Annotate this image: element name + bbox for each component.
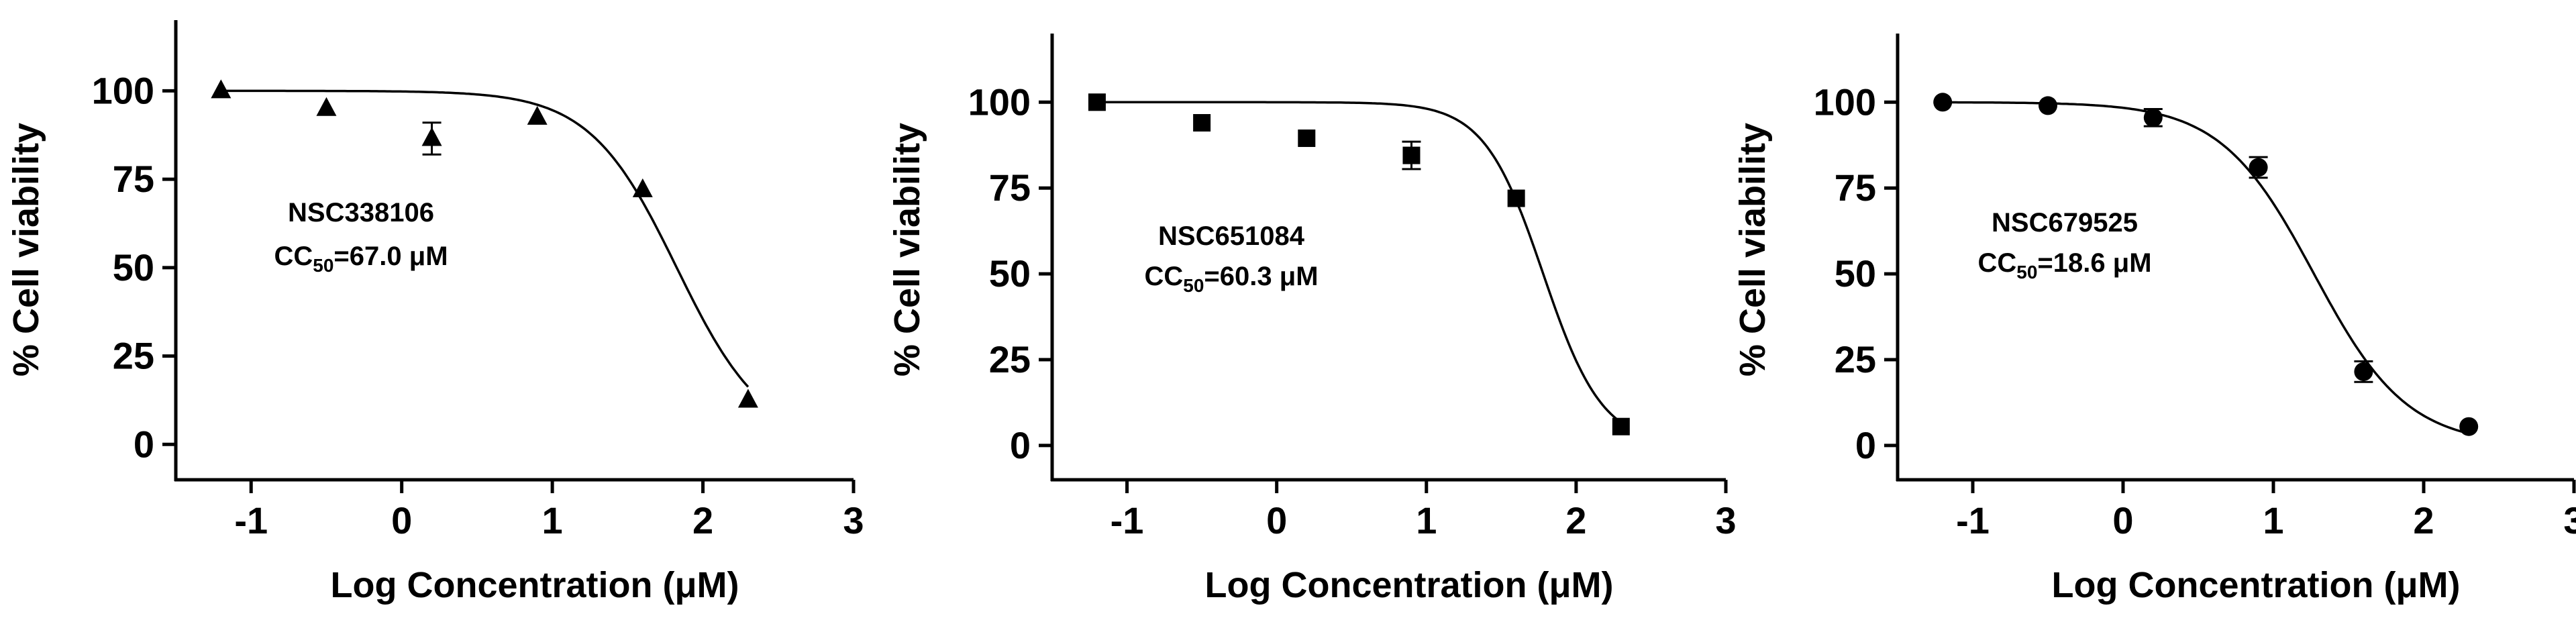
x-tick-label: 0 (391, 499, 412, 542)
data-point-circle (1933, 93, 1953, 112)
y-axis-title: % Cell viability (6, 123, 46, 376)
dose-response-chart-1: 0 25 50 75 100 -1 0 1 2 3 Log Concentration (μM) % … (6, 20, 864, 605)
data-point-square (1612, 417, 1630, 435)
y-tick-label: 25 (989, 338, 1031, 380)
compound-label: NSC651084 (1158, 221, 1305, 251)
x-axis-title: Log Concentration (μM) (2052, 565, 2461, 605)
data-point-triangle (737, 389, 758, 408)
y-tick-label: 25 (1835, 338, 1876, 380)
x-tick-label: 3 (843, 499, 864, 542)
data-point-square (1507, 189, 1525, 207)
y-tick-label: 0 (1010, 424, 1031, 466)
chart-panel-3: 0 25 50 75 100 -1 0 1 2 3 Log Concentration (μM) % … (1724, 0, 2576, 618)
y-tick-label: 50 (989, 252, 1031, 295)
data-point-square (1298, 130, 1316, 148)
x-axis-title: Log Concentration (μM) (331, 565, 739, 605)
cc50-label: CC50=60.3 μM (1144, 262, 1318, 296)
cc50-label: CC50=67.0 μM (274, 242, 448, 276)
y-tick-label: 0 (134, 423, 154, 465)
data-point-circle (2459, 417, 2479, 436)
y-tick-label: 50 (1835, 252, 1876, 295)
x-tick-label: 2 (1565, 499, 1586, 542)
compound-label: NSC338106 (288, 198, 434, 227)
data-point-square (1088, 93, 1106, 111)
data-point-triangle (421, 127, 442, 146)
x-tick-label: 0 (1266, 499, 1287, 542)
x-tick-label: -1 (1956, 499, 1990, 542)
y-tick-label: 25 (113, 335, 154, 377)
compound-label: NSC679525 (1992, 208, 2138, 238)
data-point-circle (2039, 96, 2057, 115)
x-tick-label: 3 (2563, 499, 2576, 542)
fitted-curve (1943, 101, 2469, 435)
y-tick-label: 50 (113, 246, 154, 289)
data-point-circle (2143, 108, 2163, 127)
x-tick-label: 1 (1416, 499, 1437, 542)
y-tick-label: 75 (113, 158, 154, 200)
y-tick-label: 0 (1855, 424, 1876, 466)
y-tick-label: 75 (989, 166, 1031, 209)
chart-panel-2: 0 25 50 75 100 -1 0 1 2 3 Log Concentration (μM) % … (879, 0, 1745, 618)
x-tick-label: -1 (234, 499, 268, 542)
data-point-triangle (211, 79, 231, 99)
y-tick-label: 75 (1835, 166, 1876, 209)
fitted-curve (221, 89, 750, 388)
dose-response-chart-3: 0 25 50 75 100 -1 0 1 2 3 Log Concentration (μM) % … (1733, 34, 2576, 605)
y-axis-title: % Cell viability (887, 123, 927, 376)
y-tick-label: 100 (968, 81, 1031, 123)
x-axis-title: Log Concentration (μM) (1205, 565, 1614, 605)
x-tick-label: 1 (542, 499, 563, 542)
y-axis-title: % Cell viability (1733, 123, 1773, 376)
x-tick-label: -1 (1111, 499, 1144, 542)
x-tick-label: 0 (2112, 499, 2133, 542)
dose-response-chart-2: 0 25 50 75 100 -1 0 1 2 3 Log Concentration (μM) % … (887, 34, 1737, 605)
x-tick-label: 3 (1715, 499, 1736, 542)
data-point-triangle (632, 178, 653, 197)
x-tick-label: 1 (2263, 499, 2283, 542)
data-point-triangle (527, 105, 548, 125)
chart-panel-1: 0 25 50 75 100 -1 0 1 2 3 Log Concentration (μM) % … (0, 0, 866, 618)
x-tick-label: 2 (2413, 499, 2434, 542)
x-tick-label: 2 (692, 499, 713, 542)
y-tick-label: 100 (92, 69, 154, 111)
data-point-square (1402, 146, 1421, 164)
data-point-circle (2249, 158, 2268, 177)
y-tick-label: 100 (1814, 81, 1876, 123)
data-point-circle (2354, 362, 2373, 381)
data-point-triangle (316, 97, 337, 116)
cc50-label: CC50=18.6 μM (1977, 248, 2151, 282)
fitted-curve (1096, 101, 1622, 423)
data-point-square (1193, 114, 1211, 132)
